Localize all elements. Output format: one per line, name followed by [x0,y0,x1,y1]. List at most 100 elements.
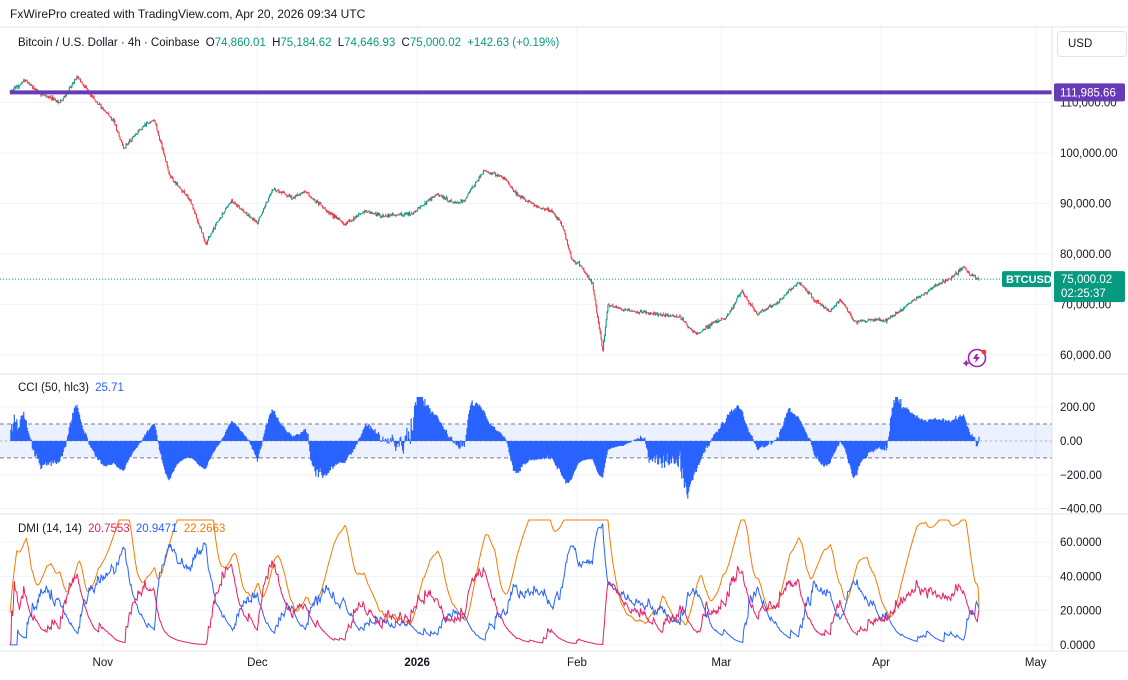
candle-body [43,94,45,96]
cci-bar [576,440,578,467]
candle-body [433,197,435,198]
cci-bar [738,408,740,441]
cci-bar [874,440,876,451]
candle-body [207,236,209,241]
cci-bar [932,419,934,441]
cci-bar [145,432,148,441]
candle-body [731,307,733,311]
candle-body [384,216,386,218]
adx-value: 22.2663 [183,523,226,535]
cci-bar [312,440,314,467]
candle-body [843,304,845,305]
candle-body [771,305,773,308]
candle-body [563,229,565,232]
symbol-title[interactable]: Bitcoin / U.S. Dollar · 4h · Coinbase [18,37,200,49]
candle-body [853,319,855,321]
dmi-legend[interactable]: DMI (14, 14) 20.7553 20.9471 22.2663 [18,523,228,535]
candle-body [288,195,290,197]
candle-body [890,315,892,318]
cci-bar [676,440,679,466]
cci-pane[interactable] [0,397,1052,499]
candle-body [274,188,276,191]
dmi-pane[interactable] [9,519,980,646]
cci-bar [174,440,176,469]
cci-bar [861,440,863,461]
time-axis[interactable]: Nov Dec 2026 Feb Mar Apr May [93,657,1047,669]
time-axis-tick-label: Dec [247,657,268,669]
cci-bar [672,440,674,458]
cci-bar [407,431,410,441]
candle-body [171,176,172,178]
cci-bar [24,418,26,441]
cci-bar [694,440,697,472]
cci-bar [792,414,795,441]
price-pane[interactable] [0,75,1052,352]
candle-body [686,323,688,326]
cci-bar [888,436,890,441]
cci-bar [102,440,104,464]
candle-body [566,239,568,241]
candle-body [103,110,105,112]
candle-body [110,116,112,120]
cci-bar [804,429,806,441]
cci-legend[interactable]: CCI (50, hlc3) 25.71 [18,382,127,394]
cci-bar [404,435,406,441]
cci-bar [34,440,36,457]
cci-bar [463,440,466,447]
cci-bar [201,440,204,468]
currency-selector[interactable]: USD [1057,31,1127,57]
replay-icon[interactable] [962,348,987,368]
cci-bar [816,440,818,459]
cci-bar [206,440,209,465]
candle-body [645,310,647,314]
candle-body [403,213,405,216]
cci-bar [538,440,540,460]
candle-body [231,199,233,203]
candle-body [806,290,808,292]
price-legend[interactable]: Bitcoin / U.S. Dollar · 4h · Coinbase O7… [18,37,562,49]
candle-body [858,320,860,322]
cci-bar [122,440,124,471]
cci-bar [880,440,882,450]
candle-body [210,233,212,237]
candle-body [609,306,611,307]
candle-body [279,191,281,194]
candle-body [534,204,536,207]
candle-body [830,308,832,312]
cci-bar [722,422,724,441]
cci-bar [14,421,16,441]
cci-bar [351,440,353,453]
candle-body [798,282,800,284]
cci-bar [370,425,372,441]
pane-separators[interactable] [0,26,1128,652]
candle-body [94,99,96,101]
candle-body [504,176,506,179]
cci-bar [774,440,777,441]
cci-bar [608,440,610,450]
cci-title[interactable]: CCI (50, hlc3) [18,382,89,394]
candle-body [787,290,789,293]
cci-bar [905,408,907,441]
candle-body [262,208,264,212]
candle-body [797,282,799,284]
candle-body [786,292,788,294]
cci-bar [204,440,206,470]
cci-bar [919,419,921,441]
candle-body [255,220,257,222]
candle-body [48,96,50,98]
dmi-title[interactable]: DMI (14, 14) [18,523,82,535]
candle-body [792,286,794,289]
cci-bar [679,440,681,452]
cci-bar [36,440,39,459]
candle-body [367,211,369,213]
cci-bar [639,438,641,441]
candle-body [238,204,240,206]
candle-body [14,87,16,89]
candle-body [774,303,776,305]
cci-bar [503,436,505,441]
candle-body [140,129,142,131]
cci-bar [238,429,240,441]
candle-body [65,95,67,97]
candle-body [569,250,571,254]
